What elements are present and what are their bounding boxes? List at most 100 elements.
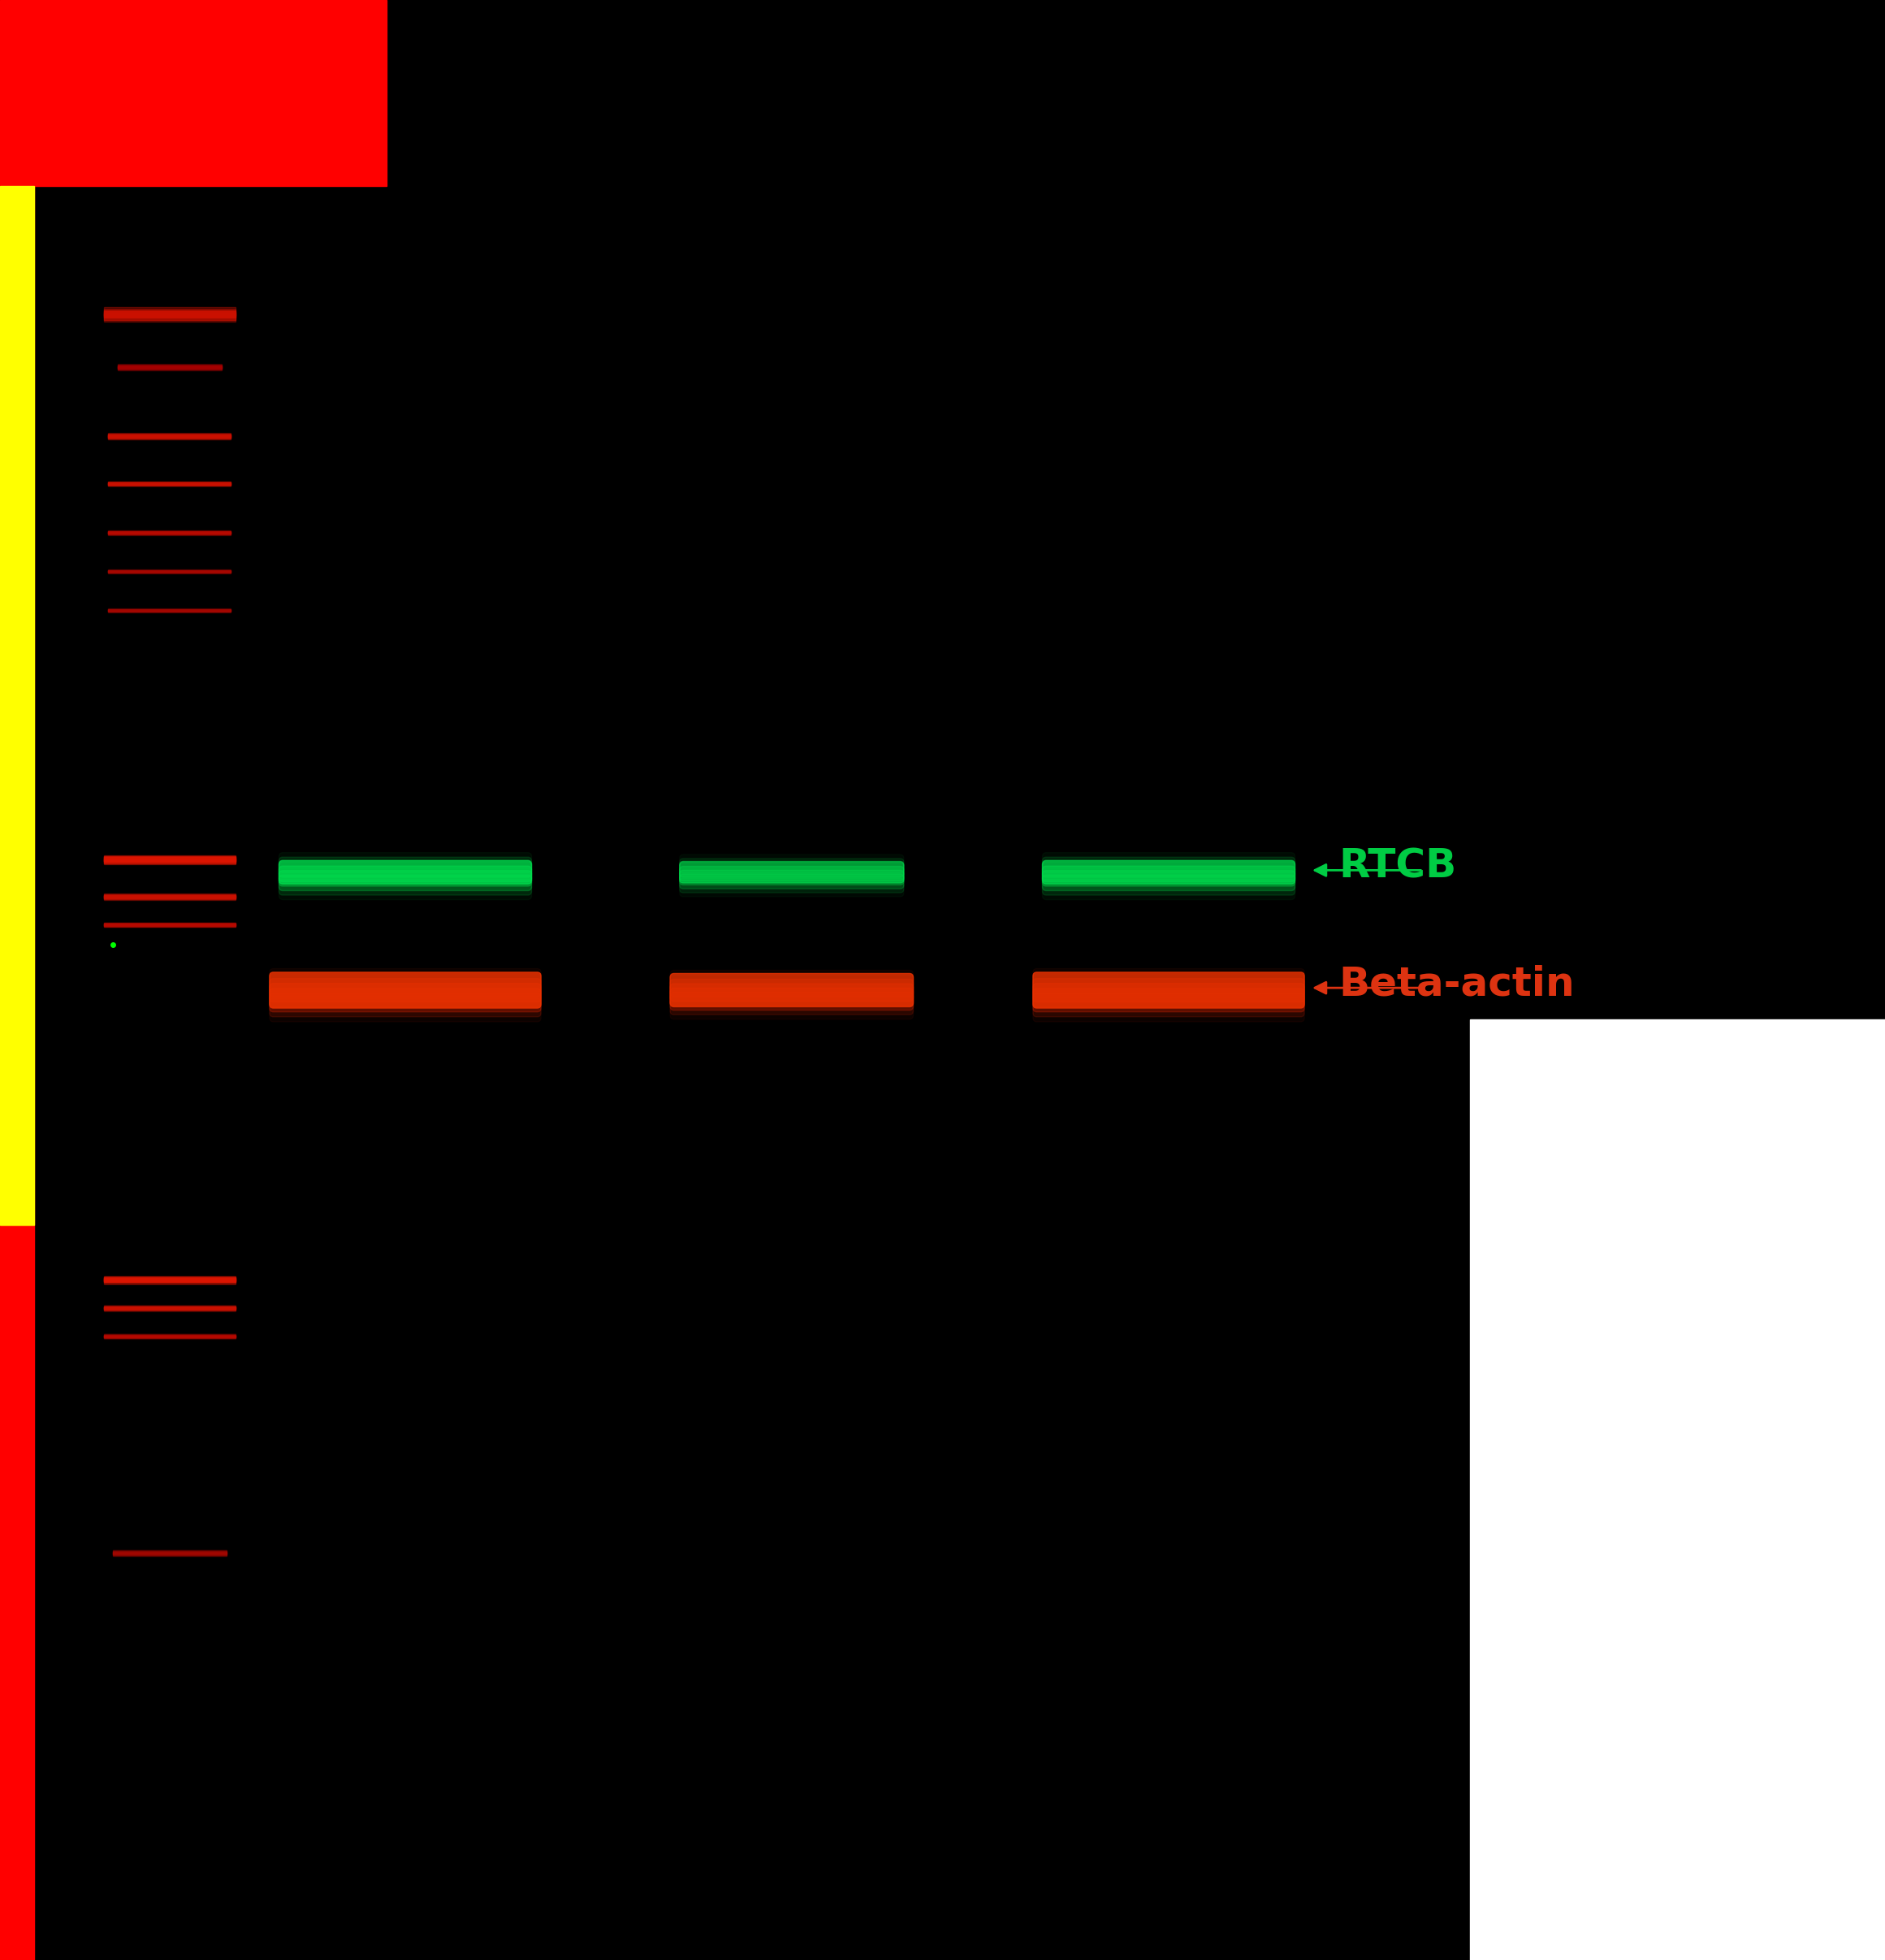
FancyBboxPatch shape: [104, 1337, 236, 1339]
Bar: [0, 186, 34, 1225]
FancyBboxPatch shape: [104, 1278, 236, 1282]
Text: RTCB: RTCB: [1338, 847, 1457, 886]
FancyBboxPatch shape: [104, 896, 236, 900]
FancyBboxPatch shape: [279, 880, 532, 896]
FancyBboxPatch shape: [104, 1335, 236, 1337]
FancyBboxPatch shape: [107, 531, 230, 533]
FancyBboxPatch shape: [104, 858, 236, 862]
FancyBboxPatch shape: [671, 998, 912, 1015]
FancyBboxPatch shape: [1033, 972, 1304, 1007]
Bar: [1470, 1019, 1885, 1960]
FancyBboxPatch shape: [107, 484, 230, 486]
FancyBboxPatch shape: [104, 860, 236, 864]
FancyBboxPatch shape: [270, 984, 541, 1002]
FancyBboxPatch shape: [104, 1307, 236, 1311]
FancyBboxPatch shape: [104, 923, 236, 925]
FancyBboxPatch shape: [1042, 884, 1295, 900]
FancyBboxPatch shape: [107, 533, 230, 535]
FancyBboxPatch shape: [107, 433, 230, 435]
FancyBboxPatch shape: [117, 365, 222, 367]
FancyBboxPatch shape: [270, 998, 541, 1017]
FancyBboxPatch shape: [104, 1305, 236, 1307]
FancyBboxPatch shape: [279, 857, 532, 872]
FancyBboxPatch shape: [104, 1280, 236, 1284]
FancyBboxPatch shape: [104, 855, 236, 860]
FancyBboxPatch shape: [679, 878, 905, 892]
FancyBboxPatch shape: [679, 860, 905, 882]
FancyBboxPatch shape: [270, 974, 541, 992]
FancyBboxPatch shape: [279, 874, 532, 890]
FancyBboxPatch shape: [107, 435, 230, 439]
FancyBboxPatch shape: [679, 858, 905, 874]
FancyBboxPatch shape: [107, 610, 230, 612]
FancyBboxPatch shape: [107, 435, 230, 439]
FancyBboxPatch shape: [270, 994, 541, 1011]
FancyBboxPatch shape: [671, 974, 912, 992]
FancyBboxPatch shape: [104, 312, 236, 319]
Bar: [0, 0, 386, 186]
FancyBboxPatch shape: [279, 884, 532, 900]
FancyBboxPatch shape: [1042, 853, 1295, 868]
FancyBboxPatch shape: [107, 570, 230, 572]
FancyBboxPatch shape: [671, 984, 912, 1002]
FancyBboxPatch shape: [113, 1552, 226, 1554]
FancyBboxPatch shape: [107, 484, 230, 486]
FancyBboxPatch shape: [107, 570, 230, 572]
FancyBboxPatch shape: [104, 312, 236, 318]
FancyBboxPatch shape: [1042, 862, 1295, 878]
FancyBboxPatch shape: [107, 533, 230, 535]
FancyBboxPatch shape: [104, 857, 236, 862]
FancyBboxPatch shape: [671, 974, 912, 1007]
FancyBboxPatch shape: [107, 608, 230, 612]
FancyBboxPatch shape: [107, 433, 230, 437]
FancyBboxPatch shape: [117, 367, 222, 370]
FancyBboxPatch shape: [113, 1550, 226, 1552]
FancyBboxPatch shape: [104, 1276, 236, 1280]
FancyBboxPatch shape: [1033, 984, 1304, 1002]
FancyBboxPatch shape: [279, 870, 532, 886]
FancyBboxPatch shape: [270, 972, 541, 1007]
FancyBboxPatch shape: [104, 1335, 236, 1337]
FancyBboxPatch shape: [104, 1335, 236, 1337]
FancyBboxPatch shape: [679, 862, 905, 876]
FancyBboxPatch shape: [104, 314, 236, 321]
FancyBboxPatch shape: [1033, 968, 1304, 988]
FancyBboxPatch shape: [279, 862, 532, 878]
FancyBboxPatch shape: [1042, 857, 1295, 872]
FancyBboxPatch shape: [279, 853, 532, 868]
FancyBboxPatch shape: [279, 866, 532, 882]
FancyBboxPatch shape: [104, 1307, 236, 1309]
FancyBboxPatch shape: [104, 894, 236, 898]
FancyBboxPatch shape: [104, 923, 236, 925]
FancyBboxPatch shape: [104, 896, 236, 900]
FancyBboxPatch shape: [104, 857, 236, 860]
FancyBboxPatch shape: [104, 896, 236, 898]
FancyBboxPatch shape: [107, 482, 230, 484]
Text: Beta-actin: Beta-actin: [1338, 964, 1574, 1004]
FancyBboxPatch shape: [107, 531, 230, 533]
FancyBboxPatch shape: [104, 308, 236, 314]
FancyBboxPatch shape: [671, 1002, 912, 1019]
FancyBboxPatch shape: [1042, 860, 1295, 884]
FancyBboxPatch shape: [679, 870, 905, 884]
FancyBboxPatch shape: [113, 1552, 226, 1556]
FancyBboxPatch shape: [113, 1550, 226, 1554]
FancyBboxPatch shape: [104, 925, 236, 927]
FancyBboxPatch shape: [1033, 1004, 1304, 1021]
FancyBboxPatch shape: [671, 992, 912, 1009]
FancyBboxPatch shape: [104, 925, 236, 927]
FancyBboxPatch shape: [104, 1305, 236, 1309]
FancyBboxPatch shape: [1033, 974, 1304, 992]
FancyBboxPatch shape: [104, 1337, 236, 1339]
FancyBboxPatch shape: [104, 1307, 236, 1311]
FancyBboxPatch shape: [107, 610, 230, 612]
FancyBboxPatch shape: [107, 572, 230, 574]
FancyBboxPatch shape: [270, 988, 541, 1007]
FancyBboxPatch shape: [117, 367, 222, 370]
FancyBboxPatch shape: [104, 310, 236, 316]
FancyBboxPatch shape: [270, 1004, 541, 1021]
FancyBboxPatch shape: [1033, 988, 1304, 1007]
Bar: [0, 186, 34, 1960]
FancyBboxPatch shape: [1033, 978, 1304, 998]
FancyBboxPatch shape: [671, 988, 912, 1005]
